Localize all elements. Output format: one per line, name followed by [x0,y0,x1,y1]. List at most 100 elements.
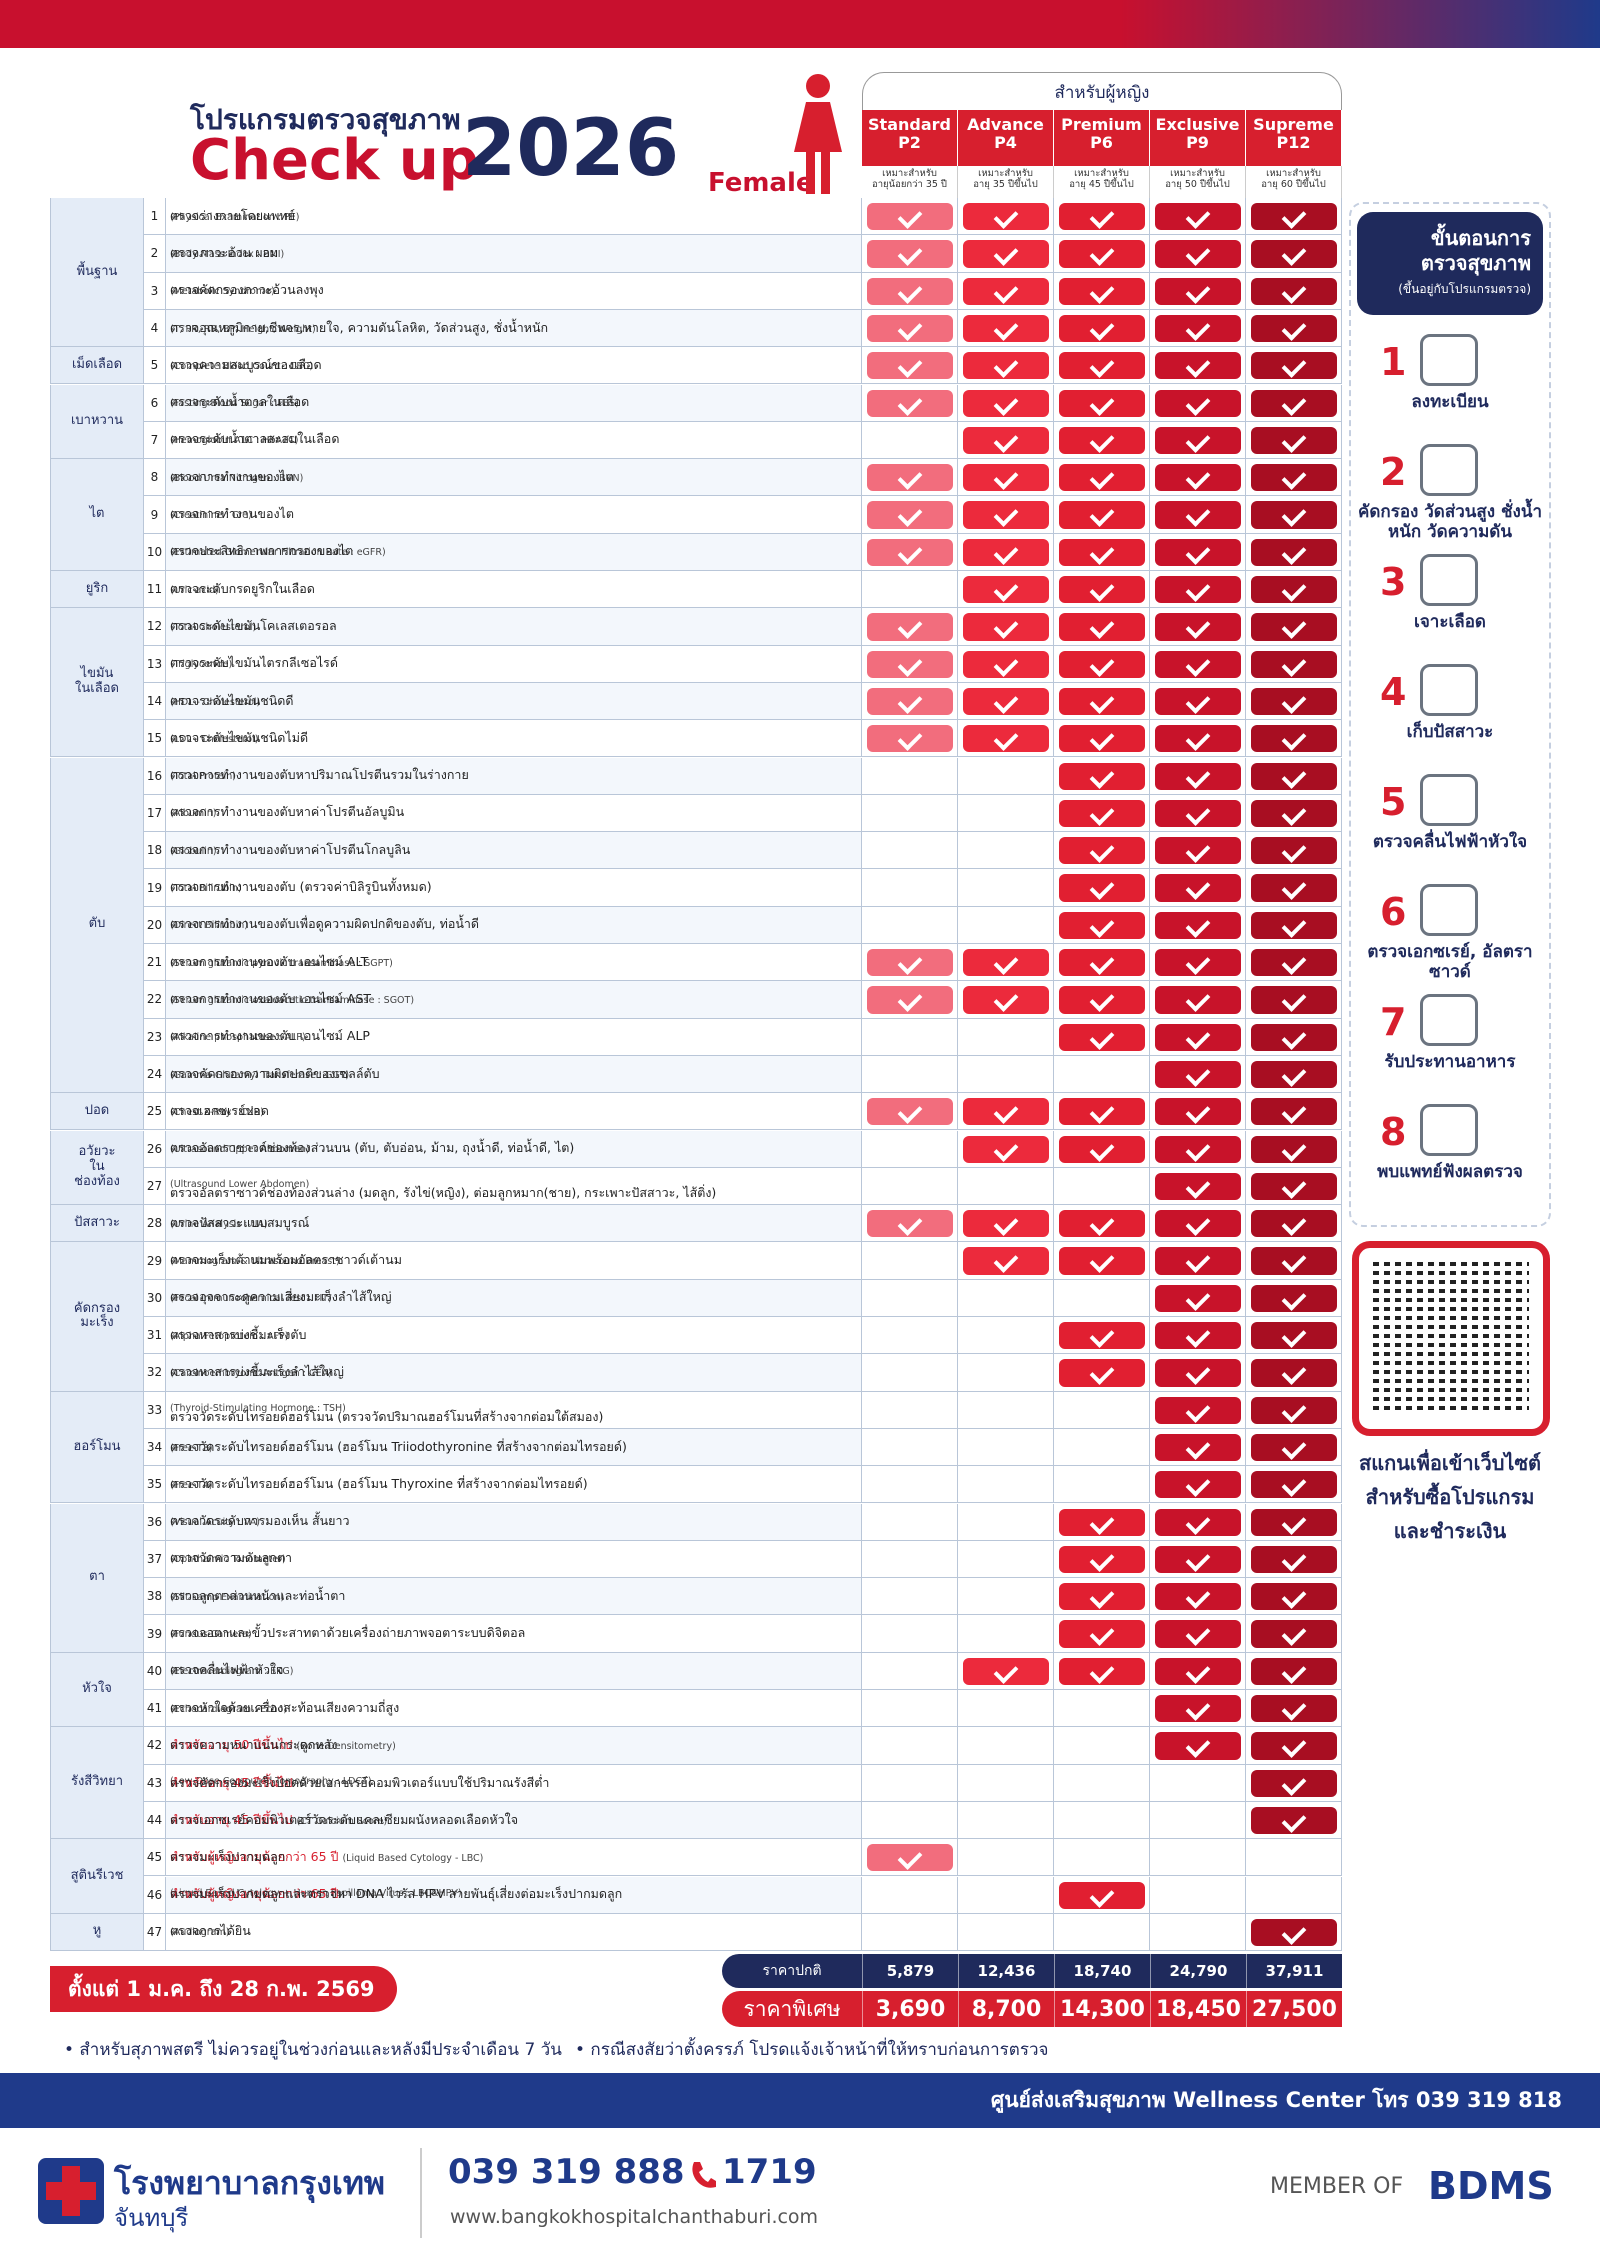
check-cell [958,1615,1054,1653]
item-en: (Gamma-Glutamyl Transferase : GGT) [170,1069,350,1081]
check-cell [1150,1540,1246,1579]
website: www.bangkokhospitalchanthaburi.com [450,2206,819,2228]
check-cell [1150,682,1246,721]
item-en: (Liquid Based Cytology + Human Papilloma… [170,1888,462,1900]
check-mark [1059,1881,1145,1909]
item-line: ตรวจการทำงานของไต (Creatinine : Cre) [170,506,294,522]
item-text: ตรวจระดับไขมันชนิดไม่ดี (LDL - Cholester… [166,720,862,758]
check-cell [862,1690,958,1728]
item-th: ตรวจมะเร็งเต้านมพร้อมอัลตราซาวด์เต้านม [170,1252,402,1268]
item-en: (Fecal Immunochemical Test : FIT) [170,1293,332,1305]
check-mark [1059,1210,1145,1238]
check-cell [862,1205,958,1243]
check-cell [1246,1205,1342,1243]
check-cell [1054,1503,1150,1541]
check-mark [1059,1657,1145,1685]
check-cell [1054,1913,1150,1952]
check-cell [1150,1615,1246,1653]
item-text: ตรวจเอกซเรย์คอมพิวเตอร์วัดระดับแคลเซียมผ… [166,1801,862,1840]
steps-panel [1349,202,1551,1227]
check-cell [862,944,958,982]
check-cell [1150,1839,1246,1877]
item-number: 43 [144,1764,166,1802]
item-text: ตรวจลูกตาส่วนหน้าและท่อน้ำตา (Slit Lamp … [166,1578,862,1616]
item-number: 37 [144,1540,166,1579]
check-mark [963,725,1049,753]
check-mark [1251,762,1337,790]
item-number: 3 [144,272,166,310]
item-number: 23 [144,1018,166,1056]
item-en: (Mammogram & Ultrasound Breast) [170,1256,340,1268]
step-icon [1420,444,1478,496]
package-sub: เหมาะสำหรับ อายุน้อยกว่า 35 ปี [862,166,958,198]
check-cell [958,682,1054,721]
group-label: พื้นฐาน [50,198,144,348]
program-label: โปรแกรมตรวจสุขภาพ [190,103,461,136]
check-mark [867,538,953,566]
check-cell [862,1354,958,1392]
check-mark [867,687,953,716]
item-line: ตรวจความหนาแน่นกระดูกหลัง สำหรับอายุ 50 … [170,1737,396,1753]
item-note: สำหรับผู้หญิงอายุน้อยกว่า 65 ปี [170,1848,339,1864]
check-cell [862,1652,958,1690]
item-th: ตรวจวัดระดับไทรอยด์ฮอร์โมน (ฮอร์โมน Trii… [170,1438,627,1454]
check-mark [1155,240,1241,268]
check-mark [963,1135,1049,1163]
step-number: 6 [1380,890,1407,934]
check-mark [963,501,1049,529]
item-th: ตรวจวัดระดับไทรอยด์ฮอร์โมน (ฮอร์โมน Thyr… [170,1475,588,1491]
check-mark [1059,1247,1145,1275]
check-cell [1054,1466,1150,1504]
check-cell [862,459,958,497]
check-cell [1054,1317,1150,1355]
item-en: (Complete Blood Count : CBC) [170,360,314,372]
item-line: ตรวจอัลตราซาวด์ช่องท้องส่วนบน (ตับ, ตับอ… [170,1140,574,1156]
item-text: ตรวจอัลตราซาวด์ช่องท้องส่วนบน (ตับ, ตับอ… [166,1130,862,1168]
step-icon [1420,884,1478,936]
check-mark [1251,837,1337,865]
check-cell [1054,869,1150,907]
check-mark [1251,314,1337,343]
check-cell [1150,1690,1246,1728]
check-mark [1059,762,1145,790]
item-text: ตรวจการได้ยิน (Audiogram) [166,1913,862,1952]
item-en: (Bone Densitometry) [296,1740,396,1752]
check-cell [1246,1391,1342,1429]
package-age: อายุ 50 ปีขึ้นไป [1165,179,1230,191]
check-cell [1150,1279,1246,1317]
check-mark [1155,1284,1241,1312]
group-label: สูตินรีเวช [50,1839,144,1914]
check-mark [1251,949,1337,977]
check-cell [1150,1167,1246,1206]
check-mark [1155,762,1241,790]
check-mark [1155,203,1241,231]
check-cell [1246,347,1342,385]
check-cell [1150,869,1246,907]
check-mark [1251,1135,1337,1163]
check-cell [1246,533,1342,571]
check-cell [1246,1018,1342,1056]
item-line: ตรวจการทำงานของตับ เอนไซม์ ALP (Alkaline… [170,1028,370,1044]
check-cell [1246,981,1342,1019]
item-text: ตรวจอุณหภูมิกาย,ชีพจร,หายใจ, ความดันโลหิ… [166,309,862,348]
check-cell [1150,421,1246,460]
group-label: เม็ดเลือด [50,347,144,385]
item-line: ตรวจหัวใจด้วยเครื่องสะท้อนเสียงความถี่สู… [170,1700,399,1716]
step-number: 2 [1380,450,1407,494]
item-text: ตรวจมะเร็งปากมดลูก สำหรับผู้หญิงอายุน้อย… [166,1839,862,1877]
check-cell [1246,1801,1342,1840]
item-en: (Fasting Blood Sugar : FBS) [170,398,299,410]
item-th: ตรวจการทำงานของตับหาปริมาณโปรตีนรวมในร่า… [170,767,469,783]
check-mark [1059,464,1145,492]
check-mark [867,949,953,977]
item-number: 4 [144,309,166,348]
group-label: เบาหวาน [50,384,144,460]
check-cell [958,1466,1054,1504]
item-number: 36 [144,1503,166,1541]
check-cell [958,1578,1054,1616]
package-sub: เหมาะสำหรับ อายุ 45 ปีขึ้นไป [1054,166,1150,198]
item-text: ตรวจคัดกรองภาวะอ้วนลงพุง (Metabolic Synd… [166,272,862,310]
check-cell [958,1652,1054,1690]
item-line: ตรวจการทำงานของตับ (ตรวจค่าบิลิรูบินทั้ง… [170,879,432,895]
phone: 039 319 888 [448,2152,685,2192]
